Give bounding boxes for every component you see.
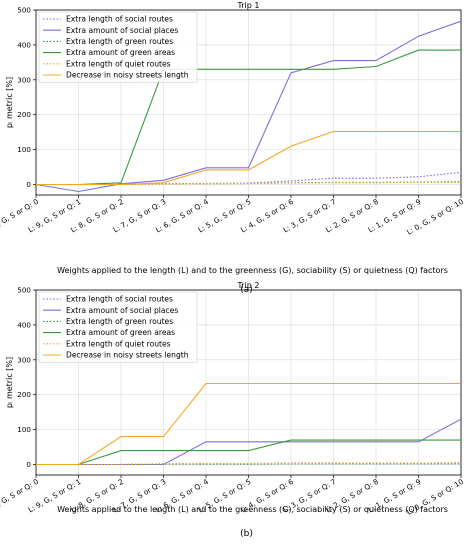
chart-panel-1: 0100200300400500L: 10, G, S or Q: 0L: 9,…	[0, 1, 465, 295]
legend-label: Extra length of quiet routes	[66, 59, 171, 68]
y-tick-label: 0	[26, 180, 31, 189]
y-tick-label: 100	[17, 425, 31, 434]
legend-label: Extra length of green routes	[66, 37, 173, 46]
series-line-4	[36, 49, 461, 186]
legend-label: Extra amount of green areas	[66, 48, 175, 57]
legend-box	[38, 291, 198, 363]
panel-label: (b)	[240, 529, 253, 539]
legend-label: Extra length of social routes	[66, 15, 173, 24]
legend-label: Extra length of social routes	[66, 295, 173, 304]
y-tick-label: 500	[17, 286, 31, 295]
y-tick-label: 200	[17, 390, 31, 399]
legend-label: Extra amount of social places	[66, 26, 178, 35]
legend-label: Decrease in noisy streets length	[66, 71, 189, 80]
y-tick-label: 300	[17, 355, 31, 364]
y-tick-label: 100	[17, 145, 31, 154]
series-line-5	[36, 181, 461, 186]
y-tick-label: 200	[17, 110, 31, 119]
chart-panel-2: 0100200300400500L: 10, G, S or Q: 0L: 9,…	[0, 281, 465, 539]
series-line-2	[36, 418, 462, 466]
legend-box	[38, 11, 198, 83]
legend: Extra length of social routes Extra amoun…	[38, 11, 198, 83]
chart-title: Trip 1	[237, 1, 260, 10]
series-line-4	[36, 439, 461, 466]
x-axis-label: Weights applied to the length (L) and to…	[57, 266, 448, 275]
y-tick-label: 400	[17, 40, 31, 49]
legend-label: Decrease in noisy streets length	[66, 351, 189, 360]
series-line-6	[36, 130, 461, 186]
y-axis-label: pᵢ metric [%]	[5, 77, 14, 128]
series-line-1	[36, 171, 462, 186]
y-tick-label: 0	[26, 460, 31, 469]
legend-label: Extra amount of social places	[66, 306, 178, 315]
legend-label: Extra length of green routes	[66, 317, 173, 326]
series-line-6	[36, 382, 461, 466]
legend: Extra length of social routes Extra amoun…	[38, 291, 198, 363]
series-line-3	[36, 463, 461, 466]
legend-label: Extra length of quiet routes	[66, 339, 171, 348]
legend-label: Extra amount of green areas	[66, 328, 175, 337]
x-axis-label: Weights applied to the length (L) and to…	[57, 505, 448, 514]
y-tick-label: 400	[17, 320, 31, 329]
y-tick-label: 500	[17, 6, 31, 15]
y-axis-label: pᵢ metric [%]	[5, 357, 14, 408]
y-tick-label: 300	[17, 75, 31, 84]
series-line-2	[35, 20, 462, 193]
chart-title: Trip 2	[237, 281, 260, 290]
series-line-5	[36, 462, 461, 466]
